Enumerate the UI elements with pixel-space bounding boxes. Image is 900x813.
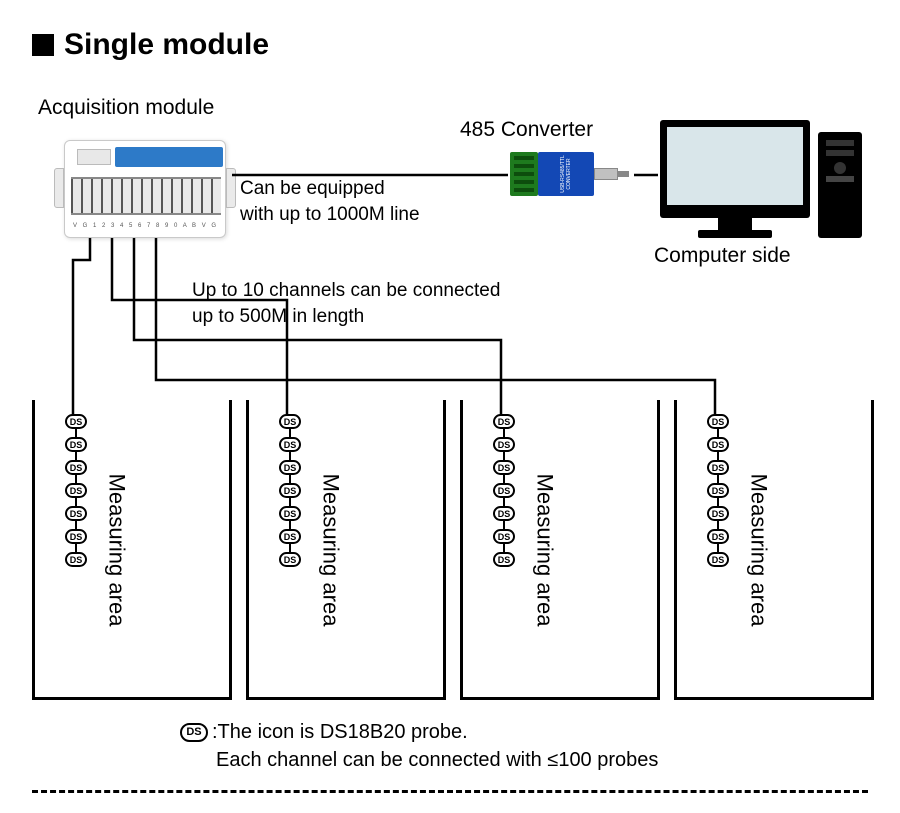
ds-probe-icon: DS [707,529,729,544]
page-title: Single module [64,28,269,62]
monitor-icon [660,120,810,218]
ds-probe-icon: DS [279,529,301,544]
probe-connector-segment [75,498,77,506]
module-left-tab [54,168,64,208]
ds-probe-icon: DS [493,483,515,498]
probe-connector-segment [503,521,505,529]
terminal-strip [71,177,221,215]
wire-channel-1 [73,238,90,414]
bottom-dashed-divider [32,790,868,793]
converter-body [538,152,594,196]
ds-probe-icon: DS [279,460,301,475]
measuring-area: DS DS DS DS DS DS DS Measuring area [674,400,874,700]
measuring-area-label: Measuring area [532,474,558,627]
module-body: V G 1 2 3 4 5 6 7 8 9 0 A B V G [64,140,226,238]
ds-probe-icon: DS [493,529,515,544]
ds-probe-icon: DS [65,483,87,498]
terminal-numbers: V G 1 2 3 4 5 6 7 8 9 0 A B V G [73,223,218,229]
computer-device [660,120,870,240]
ds-probe-icon: DS [65,460,87,475]
probe-chain: DS DS DS DS DS DS DS [493,414,515,567]
probe-connector-segment [717,521,719,529]
ds-probe-icon: DS [65,552,87,567]
ds-probe-icon: DS [65,506,87,521]
legend-line1: :The icon is DS18B20 probe. [212,721,468,743]
ds-probe-icon: DS [180,723,208,742]
probe-connector-segment [75,429,77,437]
measuring-area-label: Measuring area [318,474,344,627]
pc-tower-icon [818,132,862,238]
measuring-area: DS DS DS DS DS DS DS Measuring area [460,400,660,700]
ds-probe-icon: DS [493,437,515,452]
module-right-tab [226,168,236,208]
ds-probe-icon: DS [65,437,87,452]
converter-terminal-block [510,152,538,196]
probe-connector-segment [289,544,291,552]
ds-probe-icon: DS [707,460,729,475]
ds-probe-icon: DS [707,414,729,429]
module-blue-label [115,147,223,167]
ds-probe-icon: DS [279,437,301,452]
measuring-area: DS DS DS DS DS DS DS Measuring area [32,400,232,700]
probe-connector-segment [503,475,505,483]
ds-probe-icon: DS [707,437,729,452]
measuring-areas-row: DSDSDSDSDSDSDSMeasuring areaDSDSDSDSDSDS… [32,400,874,700]
probe-chain: DS DS DS DS DS DS DS [65,414,87,567]
ds-probe-icon: DS [707,552,729,567]
diagram-canvas: Single module Acquisition module 485 Con… [0,0,900,813]
computer-side-label: Computer side [654,244,791,268]
acquisition-module-device: V G 1 2 3 4 5 6 7 8 9 0 A B V G [60,128,230,238]
ds-probe-icon: DS [707,483,729,498]
ds-probe-icon: DS [493,460,515,475]
title-row: Single module [32,28,269,62]
ds-probe-icon: DS [65,529,87,544]
probe-connector-segment [717,452,719,460]
probe-connector-segment [75,475,77,483]
bullet-square-icon [32,34,54,56]
channel-note: Up to 10 channels can be connected up to… [192,278,500,329]
probe-connector-segment [289,498,291,506]
ds-probe-icon: DS [493,506,515,521]
monitor-base [698,230,772,238]
probe-connector-segment [289,452,291,460]
probe-connector-segment [75,452,77,460]
measuring-area-label: Measuring area [746,474,772,627]
acquisition-module-label: Acquisition module [38,96,214,120]
probe-connector-segment [717,498,719,506]
ds-probe-icon: DS [279,552,301,567]
probe-chain: DS DS DS DS DS DS DS [279,414,301,567]
ds-probe-icon: DS [279,506,301,521]
probe-connector-segment [503,429,505,437]
probe-connector-segment [289,475,291,483]
probe-connector-segment [75,544,77,552]
probe-connector-segment [717,429,719,437]
measuring-area-label: Measuring area [104,474,130,627]
probe-chain: DS DS DS DS DS DS DS [707,414,729,567]
probe-connector-segment [289,429,291,437]
ds-probe-icon: DS [707,506,729,521]
ds-probe-icon: DS [493,552,515,567]
probe-connector-segment [717,475,719,483]
rs485-converter-device [510,152,620,196]
converter-usb-plug [594,168,618,180]
converter-label: 485 Converter [460,118,593,142]
ds-probe-icon: DS [65,414,87,429]
probe-connector-segment [289,521,291,529]
measuring-area: DS DS DS DS DS DS DS Measuring area [246,400,446,700]
probe-connector-segment [717,544,719,552]
legend: DS:The icon is DS18B20 probe. Each chann… [180,718,658,774]
probe-connector-segment [503,452,505,460]
line-length-note: Can be equipped with up to 1000M line [240,176,420,227]
legend-line2: Each channel can be connected with ≤100 … [216,749,658,771]
probe-connector-segment [75,521,77,529]
probe-connector-segment [503,498,505,506]
ds-probe-icon: DS [279,414,301,429]
probe-connector-segment [503,544,505,552]
ds-probe-icon: DS [279,483,301,498]
ds-probe-icon: DS [493,414,515,429]
